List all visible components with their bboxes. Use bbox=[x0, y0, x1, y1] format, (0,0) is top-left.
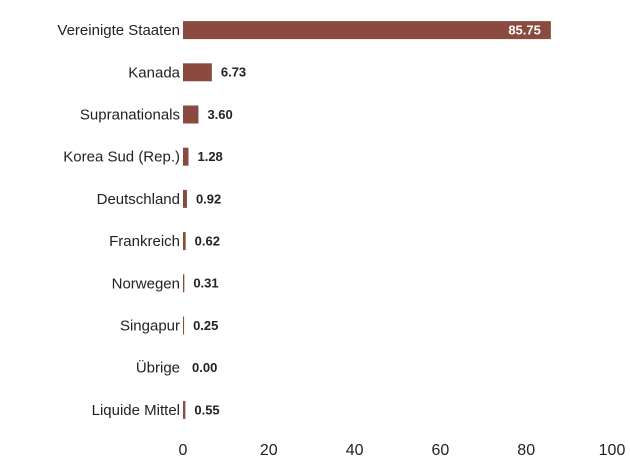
value-label: 0.62 bbox=[195, 234, 220, 249]
x-tick-label: 60 bbox=[432, 442, 450, 459]
category-label: Supranationals bbox=[80, 106, 180, 123]
value-label: 85.75 bbox=[508, 23, 541, 38]
category-label: Übrige bbox=[136, 359, 180, 377]
bar bbox=[183, 147, 189, 166]
bar bbox=[183, 400, 186, 419]
x-tick-label: 80 bbox=[517, 442, 535, 459]
category-label: Singapur bbox=[120, 317, 180, 334]
value-label: 0.92 bbox=[196, 191, 221, 206]
value-label: 6.73 bbox=[221, 65, 246, 80]
value-label: 1.28 bbox=[197, 149, 222, 164]
value-label: 0.31 bbox=[193, 276, 218, 291]
bar bbox=[183, 105, 199, 124]
category-label: Frankreich bbox=[109, 233, 180, 250]
category-label: Norwegen bbox=[112, 275, 180, 292]
bar bbox=[183, 316, 185, 335]
x-tick-label: 20 bbox=[260, 442, 278, 459]
bar bbox=[183, 63, 212, 82]
x-tick-label: 100 bbox=[599, 442, 626, 459]
category-label: Korea Sud (Rep.) bbox=[63, 149, 180, 166]
bar bbox=[183, 232, 186, 251]
value-label: 3.60 bbox=[207, 107, 232, 122]
x-tick-label: 0 bbox=[179, 442, 188, 459]
value-label: 0.55 bbox=[194, 402, 219, 417]
category-label: Liquide Mittel bbox=[92, 402, 180, 419]
bar bbox=[183, 21, 551, 40]
category-label: Kanada bbox=[128, 64, 180, 81]
category-label: Vereinigte Staaten bbox=[57, 22, 180, 39]
value-label: 0.25 bbox=[193, 318, 218, 333]
category-label: Deutschland bbox=[97, 191, 180, 208]
x-tick-label: 40 bbox=[346, 442, 364, 459]
bar bbox=[183, 189, 187, 208]
value-label: 0.00 bbox=[192, 360, 217, 375]
bar bbox=[183, 274, 185, 293]
